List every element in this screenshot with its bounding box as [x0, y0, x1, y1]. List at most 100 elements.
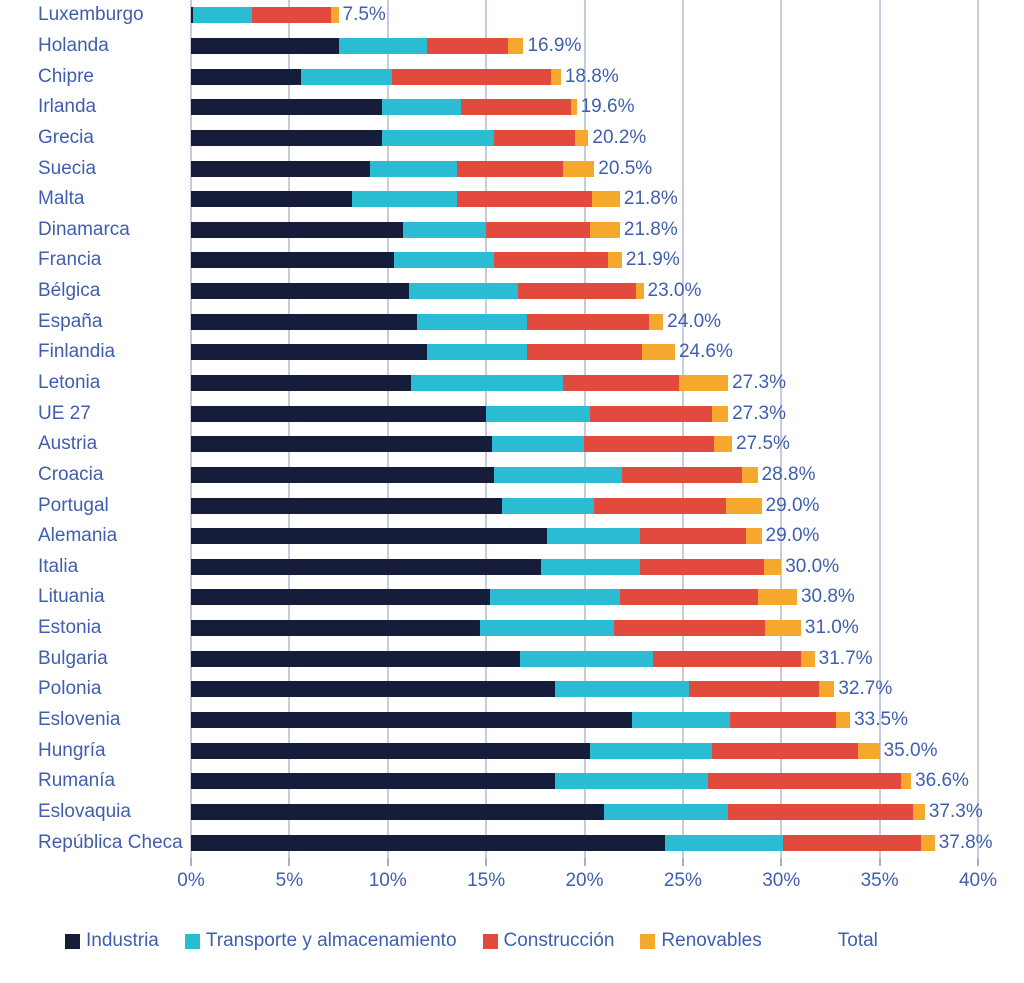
stacked-bar: 32.7% [191, 678, 893, 700]
axis-tick-label: 30% [762, 870, 801, 891]
bar-segment-transporte-y-almacenamiento [301, 68, 392, 85]
axis-tick-label: 40% [958, 870, 998, 891]
bar-segment-industria [191, 313, 418, 330]
bar-segment-construccion [614, 620, 766, 637]
bar-segment-construccion [251, 7, 331, 24]
stacked-bar: 7.5% [191, 4, 386, 25]
total-label: 21.9% [625, 249, 680, 271]
chart-row-irlanda: Irlanda 19.6% [0, 92, 1024, 123]
country-label: Hungría [38, 739, 106, 761]
total-label: 30.0% [785, 555, 840, 577]
country-label: Croacia [38, 463, 104, 485]
total-label: 37.3% [928, 800, 983, 822]
chart-row-eslovenia: Eslovenia 33.5% [0, 705, 1024, 736]
gridline [780, 0, 783, 858]
bar-segment-construccion [456, 191, 593, 208]
country-label: Italia [38, 555, 79, 577]
chart-row-croacia: Croacia 28.8% [0, 460, 1024, 491]
country-label: Rumanía [38, 770, 116, 792]
bar-segment-renovables [649, 313, 664, 330]
legend-swatch-transporte-y-almacenamiento [184, 933, 200, 949]
bar-segment-industria [191, 436, 493, 453]
stacked-bar: 37.8% [191, 832, 993, 853]
stacked-bar: 20.2% [191, 127, 646, 148]
bar-segment-transporte-y-almacenamiento [411, 375, 563, 391]
country-label: España [38, 310, 103, 332]
stacked-bar: 30.0% [191, 555, 840, 577]
bar-segment-transporte-y-almacenamiento [427, 344, 528, 361]
bar-segment-industria [191, 681, 555, 698]
gridline [583, 0, 586, 858]
country-label: Malta [38, 188, 85, 210]
bar-segment-industria [191, 405, 487, 422]
total-label: 21.8% [623, 218, 678, 240]
bar-segment-transporte-y-almacenamiento [480, 620, 614, 637]
bar-segment-transporte-y-almacenamiento [631, 712, 731, 729]
bar-segment-transporte-y-almacenamiento [493, 466, 622, 483]
bar-segment-industria [191, 283, 410, 300]
stacked-bar: 20.5% [191, 158, 652, 179]
bar-segment-construccion [730, 712, 837, 729]
bar-segment-renovables [901, 773, 912, 790]
bar-segment-construccion [493, 129, 575, 146]
bar-segment-industria [191, 528, 548, 545]
chart-row-holanda: Holanda 16.9% [0, 31, 1024, 62]
legend-swatch-industria [65, 933, 80, 949]
bar-segment-industria [191, 37, 339, 54]
gridline [386, 0, 389, 858]
axis-tick [977, 858, 979, 866]
bar-segment-transporte-y-almacenamiento [554, 773, 709, 790]
axis-tick-label: 15% [467, 870, 506, 891]
bar-segment-construccion [584, 436, 715, 453]
bar-segment-renovables [574, 129, 589, 146]
chart-row-malta: Malta 21.8% [0, 184, 1024, 215]
bar-segment-renovables [592, 191, 620, 208]
gridline [878, 0, 881, 858]
bar-segment-transporte-y-almacenamiento [486, 405, 591, 422]
stacked-bar: 31.7% [191, 648, 873, 669]
bar-segment-transporte-y-almacenamiento [665, 834, 784, 851]
bar-segment-transporte-y-almacenamiento [338, 37, 428, 54]
chart-row-estonia: Estonia 31.0% [0, 613, 1024, 644]
gridlines-layer [190, 0, 979, 858]
bar-segment-construccion [527, 344, 642, 361]
total-label: 28.8% [761, 463, 816, 485]
bar-segment-renovables [800, 650, 815, 667]
bar-segment-construccion [493, 252, 609, 269]
chart-row-rumania: Rumanía 36.6% [0, 766, 1024, 797]
bar-segment-construccion [460, 99, 571, 116]
bar-segment-transporte-y-almacenamiento [519, 650, 654, 667]
bar-segment-transporte-y-almacenamiento [541, 558, 640, 575]
country-label: Dinamarca [38, 218, 130, 240]
total-label: 36.6% [915, 770, 969, 792]
legend-total-label: Total [837, 930, 878, 951]
bar-segment-transporte-y-almacenamiento [409, 283, 518, 300]
stacked-bar: 21.9% [191, 249, 680, 271]
chart-row-belgica: Bélgica 23.0% [0, 276, 1024, 307]
bar-segment-renovables [562, 160, 595, 177]
country-label: Alemania [38, 525, 118, 547]
chart-row-italia: Italia 30.0% [0, 552, 1024, 583]
stacked-bar: 27.3% [191, 372, 786, 393]
stacked-bar: 23.0% [191, 280, 701, 301]
country-label: Bulgaria [38, 647, 108, 669]
country-label: Francia [38, 249, 102, 271]
stacked-bar: 19.6% [191, 96, 635, 118]
stacked-bar: 24.0% [191, 311, 721, 332]
bar-segment-construccion [456, 160, 563, 177]
chart-row-polonia: Polonia 32.7% [0, 674, 1024, 705]
total-label: 18.8% [564, 65, 619, 87]
country-label: Austria [38, 433, 98, 455]
total-label: 32.7% [838, 678, 893, 700]
bar-segment-transporte-y-almacenamiento [417, 313, 528, 330]
bar-segment-construccion [639, 558, 764, 575]
bar-segment-industria [191, 221, 404, 238]
bar-segment-transporte-y-almacenamiento [547, 528, 640, 545]
bar-segment-construccion [527, 313, 650, 330]
bar-segment-transporte-y-almacenamiento [490, 589, 620, 606]
country-label: República Checa [38, 831, 183, 853]
bar-segment-industria [191, 252, 394, 269]
stacked-bar: 16.9% [191, 35, 581, 56]
total-label: 19.6% [580, 96, 635, 118]
legend-label: Transporte y almacenamiento [205, 930, 457, 951]
